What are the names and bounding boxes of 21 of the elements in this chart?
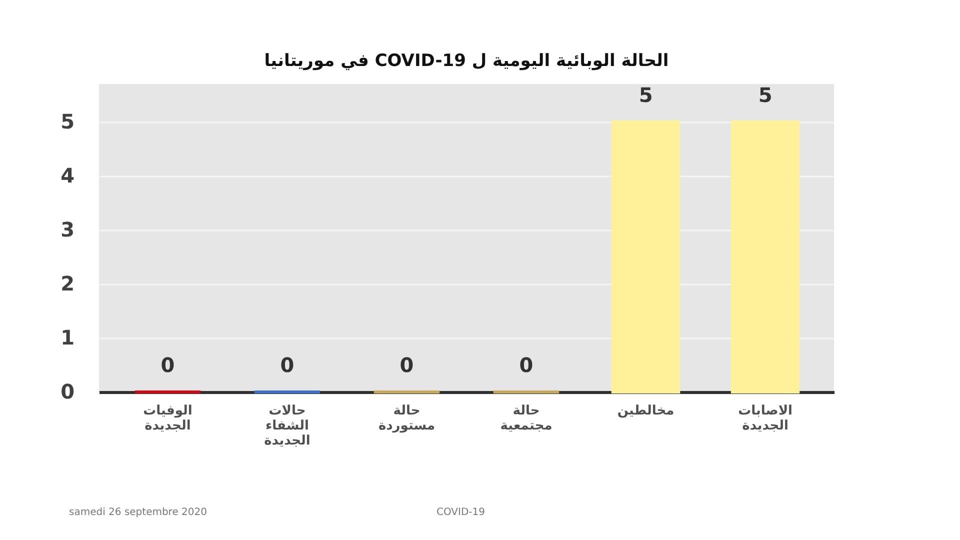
y-tick-label: 1 <box>60 325 74 350</box>
y-tick-label: 5 <box>60 109 74 134</box>
x-tick-label: حالات الشفاء الجديدة <box>264 404 310 448</box>
data-label: 0 <box>160 353 175 377</box>
x-tick-label: حالة مجتمعية <box>500 404 552 434</box>
y-tick-label: 3 <box>60 217 74 242</box>
data-label: 5 <box>638 82 653 107</box>
chart-title: الحالة الوبائية اليومية ل COVID-19 في موريتانيا <box>264 51 669 71</box>
x-tick-label: حالة مستوردة <box>378 404 436 434</box>
x-tick-label: مخالطين <box>617 404 674 418</box>
text: samedi 26 septembre 2020 <box>69 507 207 518</box>
data-label: 0 <box>400 353 414 377</box>
y-tick-label: 0 <box>60 380 74 404</box>
data-label: 0 <box>280 353 294 377</box>
data-label: 5 <box>758 82 772 107</box>
x-tick-label: الاصابات الجديدة <box>738 404 792 434</box>
x-tick-label: الوفيات الجديدة <box>143 404 192 434</box>
y-tick-label: 4 <box>60 163 74 188</box>
y-tick-label: 2 <box>60 271 74 296</box>
data-label: 0 <box>519 353 534 377</box>
text: COVID-19 <box>436 507 486 518</box>
